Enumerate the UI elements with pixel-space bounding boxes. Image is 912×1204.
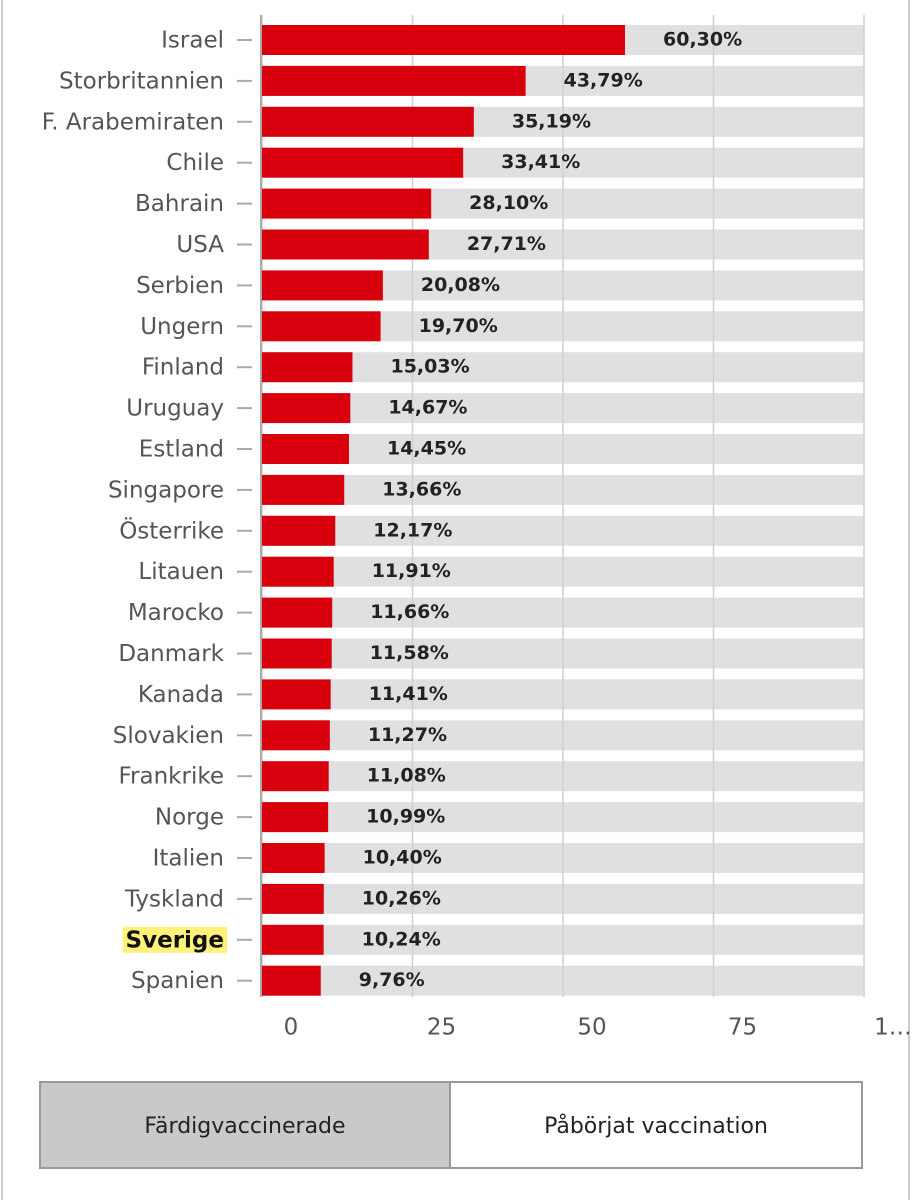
bar (262, 515, 336, 546)
bar (262, 147, 464, 178)
value-label: 10,40% (363, 847, 442, 869)
toggle-button-label[interactable]: Färdigvaccinerade (144, 1114, 345, 1139)
x-tick-label: 50 (577, 1015, 606, 1041)
y-tick-label: Serbien (136, 273, 224, 299)
y-tick-label: Tyskland (124, 886, 224, 912)
value-label: 27,71% (467, 233, 546, 255)
value-label: 9,76% (359, 969, 425, 991)
value-label: 10,99% (366, 806, 445, 828)
y-tick-label: Storbritannien (59, 68, 224, 94)
toggle-button[interactable] (449, 1081, 863, 1169)
bar (262, 474, 345, 505)
y-tick-label: Sverige (126, 927, 224, 953)
bar (262, 352, 353, 383)
value-label: 43,79% (564, 69, 643, 91)
bar (262, 556, 334, 587)
value-label: 10,24% (362, 928, 441, 950)
value-label: 11,91% (372, 560, 451, 582)
bar (262, 393, 351, 424)
value-label: 11,08% (367, 765, 446, 787)
toggle-button[interactable] (39, 1081, 451, 1169)
value-label: 60,30% (663, 29, 742, 51)
y-tick-label: Kanada (138, 682, 224, 708)
bar (262, 761, 329, 792)
value-label: 20,08% (421, 274, 500, 296)
y-tick-label: F. Arabemiraten (42, 109, 224, 135)
toggle-button-label[interactable]: Påbörjat vaccination (544, 1113, 768, 1139)
value-label: 11,27% (368, 724, 447, 746)
bar (262, 229, 429, 260)
y-tick-label: Norge (155, 805, 224, 831)
bar (262, 597, 333, 628)
bar (262, 883, 324, 914)
bar (262, 106, 474, 137)
category-highlight (122, 926, 227, 953)
bar (262, 638, 332, 669)
bar (262, 679, 331, 710)
value-label: 12,17% (373, 519, 452, 541)
y-tick-label: Italien (153, 846, 224, 872)
bar (262, 924, 324, 955)
bar (262, 65, 526, 96)
y-tick-label: Estland (139, 437, 224, 463)
y-tick-label: Frankrike (119, 764, 225, 790)
value-label: 19,70% (419, 315, 498, 337)
y-tick-label: Ungern (140, 314, 224, 340)
y-tick-label: Israel (161, 28, 224, 54)
y-tick-label: Spanien (131, 968, 224, 994)
bar (262, 720, 330, 751)
y-tick-label: Österrike (119, 516, 224, 544)
value-label: 28,10% (469, 192, 548, 214)
y-tick-label: Uruguay (126, 396, 224, 422)
bar (262, 965, 321, 996)
y-tick-label: Slovakien (113, 723, 224, 749)
x-tick-label: 0 (284, 1015, 299, 1041)
y-tick-label: Danmark (118, 641, 224, 667)
value-label: 15,03% (390, 356, 469, 378)
y-tick-label: Finland (142, 355, 224, 381)
x-tick-label: 1… (874, 1015, 912, 1041)
bar (262, 311, 381, 342)
y-tick-label: Marocko (128, 600, 224, 626)
toggle-buttons: Färdigvaccinerade Påbörjat vaccination (39, 1081, 863, 1169)
bar (262, 270, 383, 301)
value-label: 14,67% (388, 397, 467, 419)
value-label: 11,58% (370, 642, 449, 664)
value-label: 10,26% (362, 887, 441, 909)
value-label: 11,66% (370, 601, 449, 623)
bar (262, 188, 432, 219)
y-tick-label: USA (176, 232, 224, 258)
y-tick-label: Litauen (138, 559, 224, 585)
value-label: 33,41% (501, 151, 580, 173)
bar (262, 25, 626, 55)
value-label: 35,19% (512, 110, 591, 132)
bar (262, 434, 349, 464)
chart: 0 25 50 75 1… Israel 60,30% Storbritannien 43,79… (42, 15, 912, 1041)
bar (262, 843, 325, 873)
bar (262, 802, 329, 833)
y-tick-label: Bahrain (135, 191, 224, 217)
value-label: 14,45% (387, 438, 466, 460)
x-tick-label: 75 (728, 1015, 757, 1041)
y-tick-label: Chile (166, 150, 224, 176)
value-label: 13,66% (382, 478, 461, 500)
value-label: 11,41% (369, 683, 448, 705)
x-tick-label: 25 (427, 1015, 456, 1041)
y-tick-label: Singapore (108, 477, 224, 503)
